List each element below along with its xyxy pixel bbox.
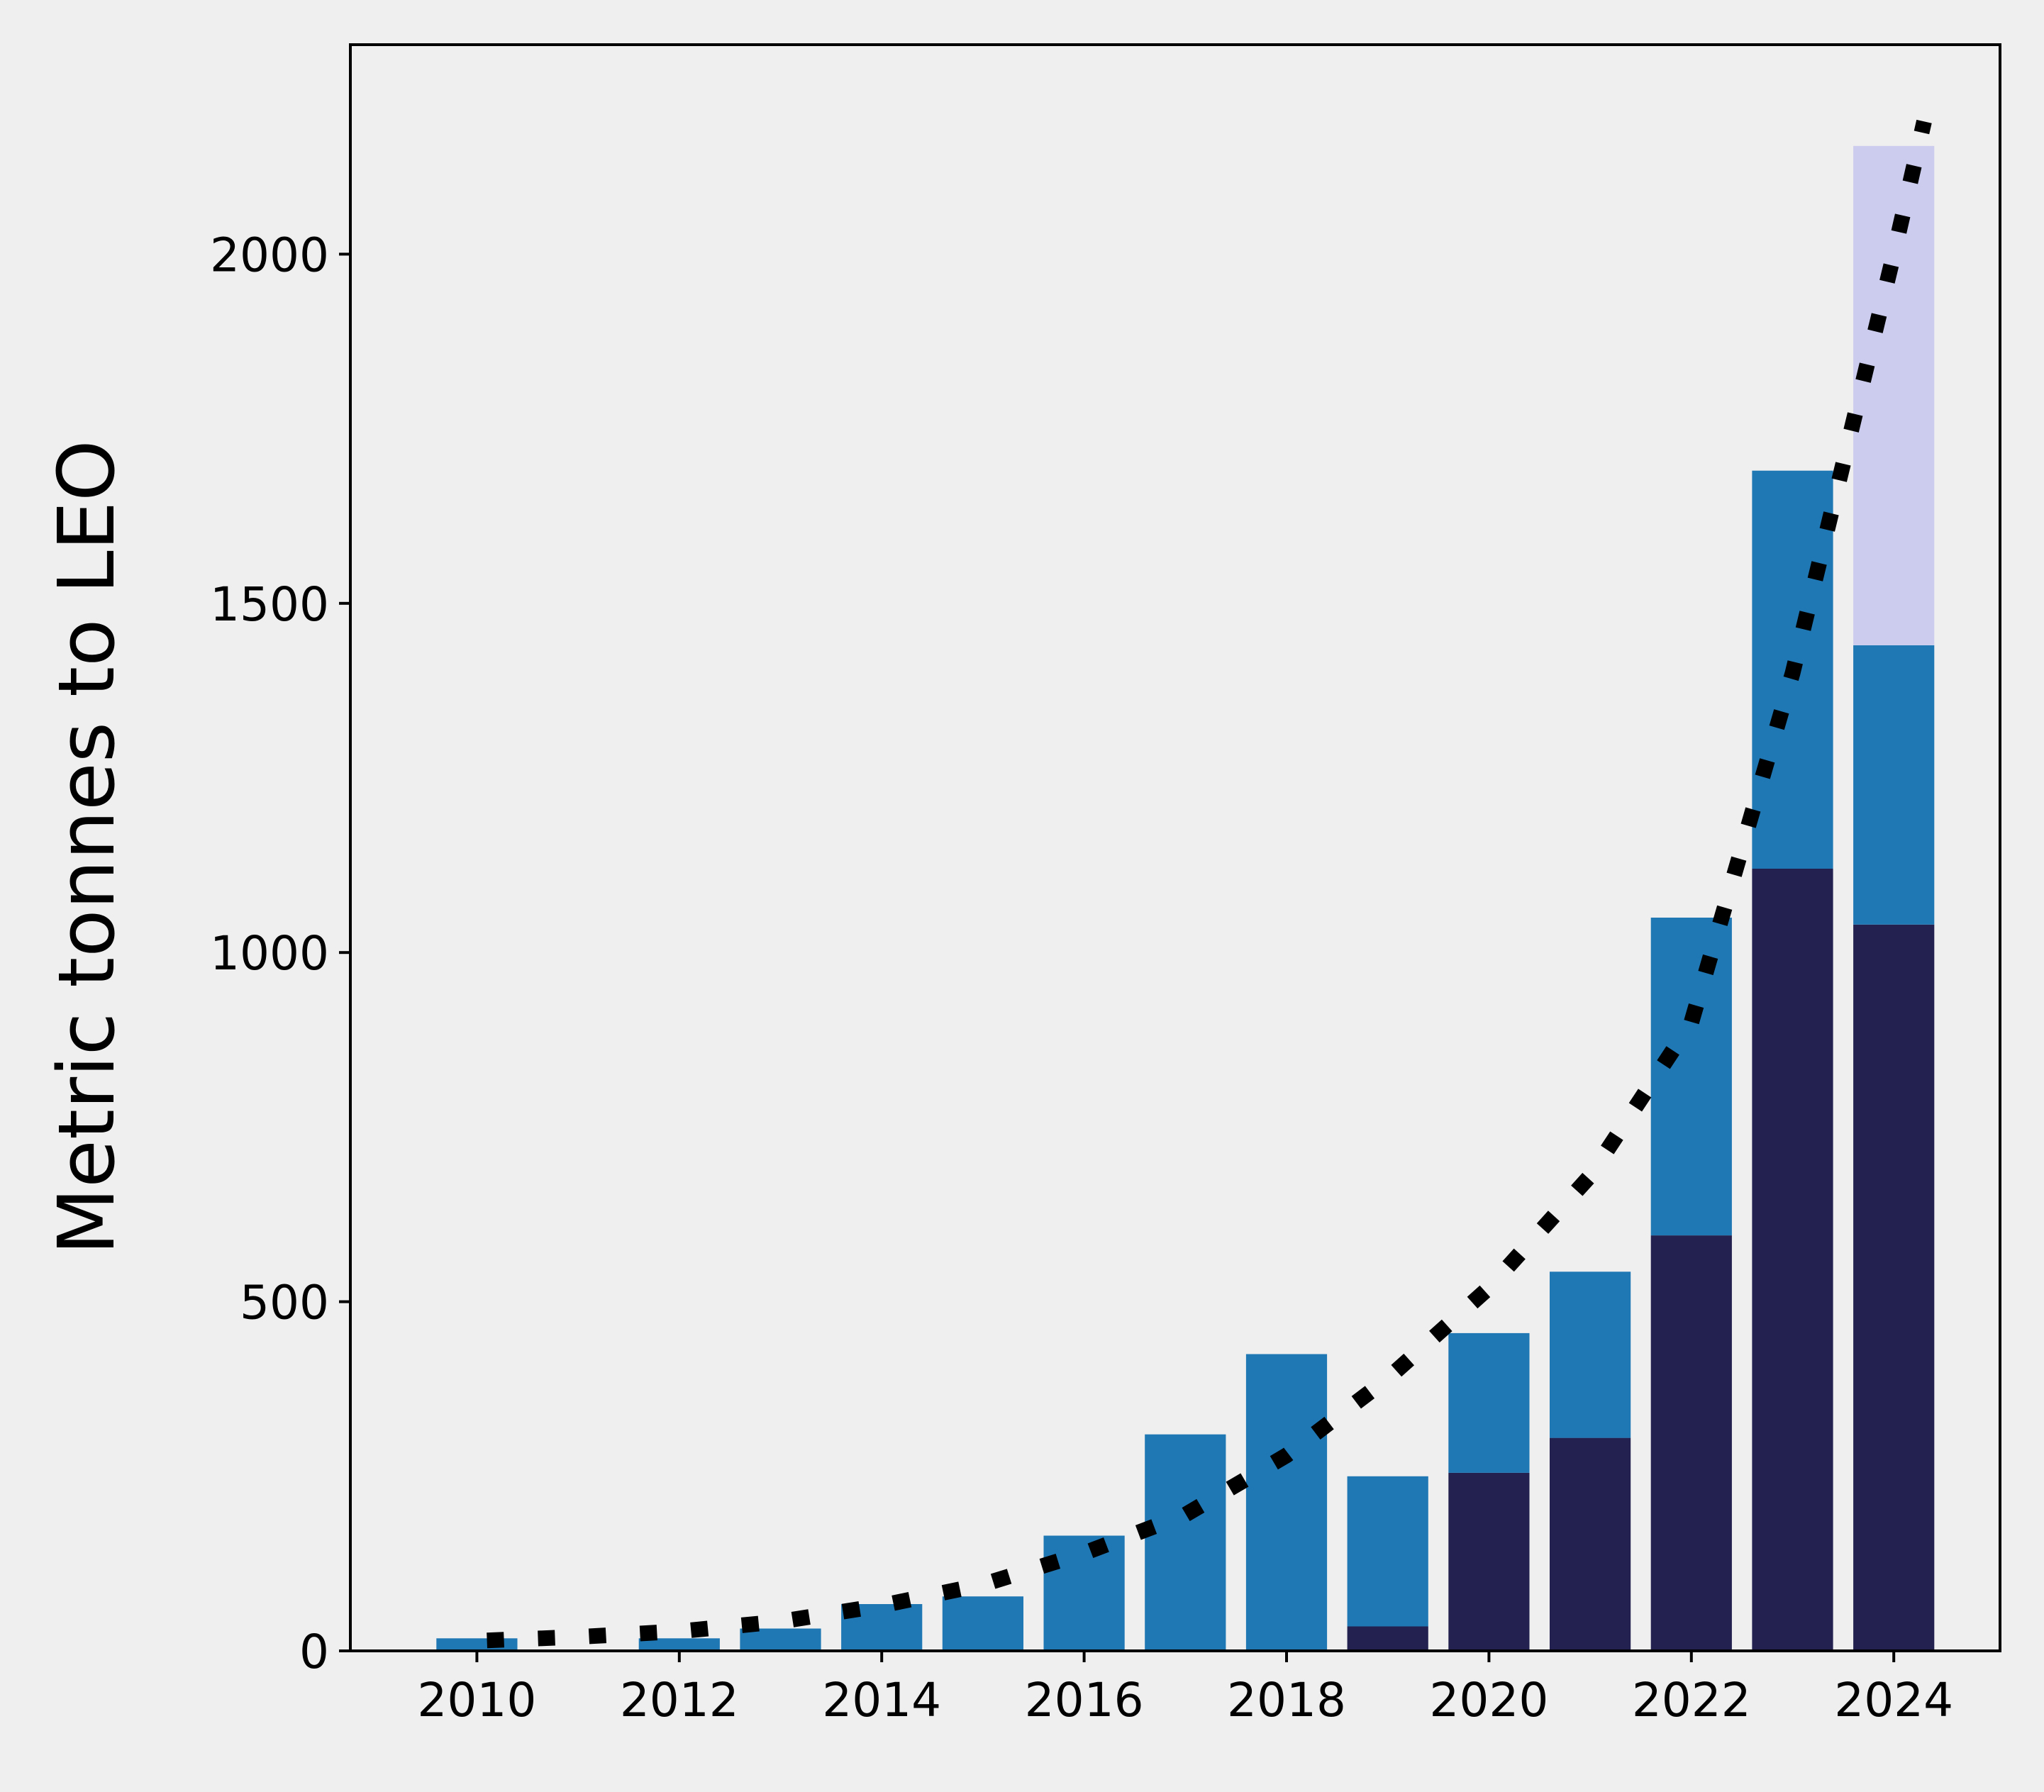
bar-2022-series-1 bbox=[1650, 1235, 1732, 1651]
x-tick-label-2020: 2020 bbox=[1429, 1673, 1548, 1727]
bar-2019-series-1 bbox=[1347, 1626, 1428, 1651]
x-tick-label-2014: 2014 bbox=[822, 1673, 941, 1727]
x-tick-label-2022: 2022 bbox=[1632, 1673, 1751, 1727]
x-tick-label-2016: 2016 bbox=[1025, 1673, 1144, 1727]
bar-2022-series-2 bbox=[1650, 918, 1732, 1236]
x-tick-label-2010: 2010 bbox=[417, 1673, 536, 1727]
x-tick-label-2018: 2018 bbox=[1227, 1673, 1346, 1727]
y-tick-label-2000: 2000 bbox=[210, 228, 329, 282]
x-tick-label-2012: 2012 bbox=[620, 1673, 739, 1727]
trend-layer bbox=[487, 119, 1932, 1649]
bar-2013-series-2 bbox=[740, 1628, 821, 1651]
bar-2023-series-1 bbox=[1752, 869, 1833, 1651]
bar-2021-series-1 bbox=[1550, 1437, 1631, 1651]
bar-2017-series-2 bbox=[1145, 1434, 1226, 1651]
bar-2019-series-2 bbox=[1347, 1476, 1428, 1627]
bar-2012-series-2 bbox=[638, 1638, 720, 1651]
x-tick-label-2024: 2024 bbox=[1834, 1673, 1953, 1727]
bar-2010-series-2 bbox=[436, 1638, 518, 1651]
y-tick-label-500: 500 bbox=[240, 1276, 329, 1330]
bar-2024-series-1 bbox=[1853, 924, 1935, 1651]
ticks-layer: 2010 2012 2014 2016 2018 2020 2022 2024 0 500 1000… bbox=[210, 228, 1953, 1727]
bar-2021-series-2 bbox=[1550, 1271, 1631, 1438]
bar-2020-series-2 bbox=[1448, 1332, 1530, 1473]
y-tick-label-0: 0 bbox=[299, 1625, 329, 1679]
y-tick-label-1000: 1000 bbox=[210, 926, 329, 981]
plot-frame bbox=[349, 43, 2001, 1652]
y-axis-title: Metric tonnes to LEO bbox=[41, 440, 132, 1255]
bar-2024-series-2 bbox=[1853, 645, 1935, 925]
y-tick-label-1500: 1500 bbox=[210, 577, 329, 632]
bar-2015-series-2 bbox=[942, 1596, 1023, 1651]
bar-2018-series-2 bbox=[1245, 1354, 1328, 1651]
bars-layer bbox=[436, 145, 1935, 1651]
bar-2020-series-1 bbox=[1448, 1472, 1530, 1651]
trend-line bbox=[487, 119, 1932, 1649]
bar-2016-series-2 bbox=[1043, 1535, 1125, 1651]
